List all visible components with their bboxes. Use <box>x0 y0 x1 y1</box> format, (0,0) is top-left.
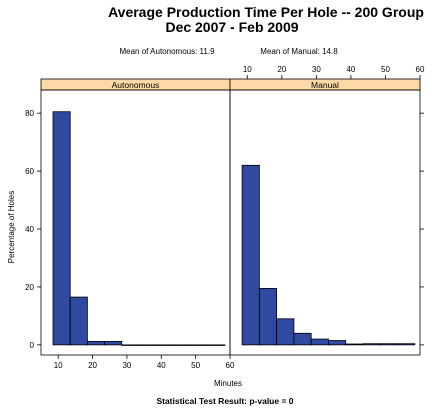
bar-manual-0 <box>241 164 260 346</box>
y-axis-label: Percentage of Holes <box>7 191 16 264</box>
x-tick-label-top-2: 30 <box>312 65 321 74</box>
bar-manual-4 <box>310 338 329 346</box>
x-tick-label-top-4: 50 <box>381 65 390 74</box>
bar-autonomous-4 <box>121 344 140 346</box>
bar-autonomous-8 <box>190 344 209 346</box>
y-tick-label-4: 80 <box>25 109 34 118</box>
chart-title-line1: Average Production Time Per Hole -- 200 … <box>108 4 424 20</box>
x-tick-label-bottom-2: 30 <box>122 361 131 370</box>
strip-manual-label: Manual <box>311 80 339 90</box>
x-tick-label-bottom-3: 40 <box>157 361 166 370</box>
y-tick-label-1: 20 <box>25 283 34 292</box>
chart-title-line2: Dec 2007 - Feb 2009 <box>165 19 298 35</box>
y-tick-label-2: 40 <box>25 225 34 234</box>
x-tick-label-top-3: 40 <box>346 65 355 74</box>
bar-manual-5 <box>328 340 347 346</box>
mean-autonomous-label: Mean of Autonomous: 11.9 <box>119 47 215 56</box>
bar-autonomous-0 <box>52 111 71 346</box>
mean-manual-label: Mean of Manual: 14.8 <box>260 47 338 56</box>
bar-manual-6 <box>345 343 364 346</box>
bar-manual-1 <box>258 287 278 346</box>
x-tick-label-bottom-0: 10 <box>54 361 63 370</box>
bar-autonomous-9 <box>207 344 226 346</box>
bar-autonomous-7 <box>172 344 191 346</box>
footer-test-result: Statistical Test Result: p-value = 0 <box>156 396 293 406</box>
panel-manual-frame <box>229 89 421 356</box>
x-tick-label-top-0: 10 <box>243 65 252 74</box>
x-tick-label-bottom-5: 60 <box>226 361 235 370</box>
bar-autonomous-5 <box>138 344 157 346</box>
panel-manual: Manual <box>229 78 421 356</box>
panel-autonomous: Autonomous <box>40 78 231 356</box>
bar-manual-2 <box>276 318 295 346</box>
x-tick-label-bottom-1: 20 <box>88 361 97 370</box>
y-tick-label-0: 0 <box>30 341 35 350</box>
x-tick-label-bottom-4: 50 <box>191 361 200 370</box>
bar-autonomous-6 <box>155 344 174 346</box>
bar-manual-7 <box>362 343 381 346</box>
x-axis-label: Minutes <box>214 379 242 388</box>
bar-autonomous-3 <box>104 340 123 346</box>
bar-autonomous-2 <box>86 340 105 346</box>
bar-manual-3 <box>293 332 312 346</box>
y-tick-label-3: 60 <box>25 167 34 176</box>
bar-manual-8 <box>379 343 398 346</box>
bar-autonomous-1 <box>69 296 88 346</box>
x-tick-label-top-1: 20 <box>277 65 286 74</box>
bar-manual-9 <box>397 343 416 346</box>
x-tick-label-top-5: 60 <box>416 65 425 74</box>
strip-autonomous-label: Autonomous <box>112 80 160 90</box>
